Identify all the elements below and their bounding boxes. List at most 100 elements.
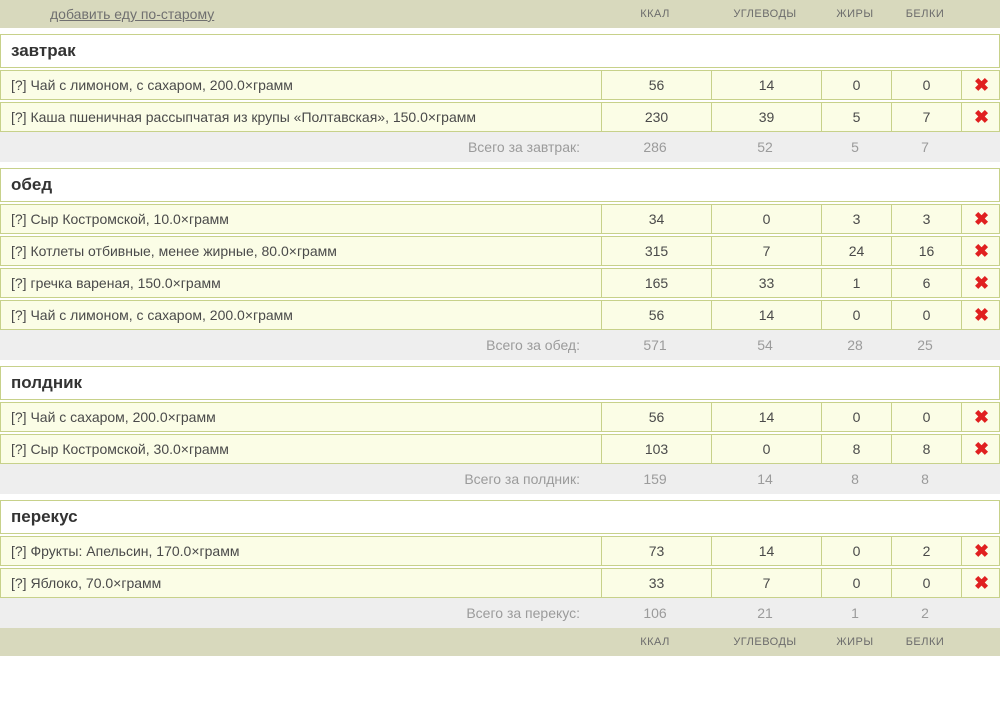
food-fat-cell: 0 [821, 569, 891, 597]
help-link[interactable]: [?] [11, 441, 27, 457]
help-link[interactable]: [?] [11, 109, 27, 125]
delete-cell: ✖ [961, 103, 1000, 131]
food-name-text[interactable]: гречка вареная, 150.0×грамм [27, 275, 221, 291]
meal-total-kcal: 159 [600, 471, 710, 487]
meal-total-row: Всего за перекус:1062112 [0, 598, 1000, 628]
food-name-cell: [?] гречка вареная, 150.0×грамм [1, 269, 601, 297]
meal-total-kcal: 106 [600, 605, 710, 621]
food-row: [?] Чай с лимоном, с сахаром, 200.0×грам… [0, 70, 1000, 100]
delete-icon[interactable]: ✖ [974, 575, 990, 591]
food-fat-cell: 24 [821, 237, 891, 265]
food-kcal-cell: 56 [601, 301, 711, 329]
food-name-text[interactable]: Чай с лимоном, с сахаром, 200.0×грамм [27, 307, 293, 323]
delete-icon[interactable]: ✖ [974, 409, 990, 425]
food-kcal-cell: 33 [601, 569, 711, 597]
help-link[interactable]: [?] [11, 575, 27, 591]
delete-icon[interactable]: ✖ [974, 77, 990, 93]
meal-section-title: обед [0, 168, 1000, 202]
delete-icon[interactable]: ✖ [974, 275, 990, 291]
food-kcal-cell: 56 [601, 71, 711, 99]
food-row: [?] гречка вареная, 150.0×грамм1653316✖ [0, 268, 1000, 298]
meal-section-title: полдник [0, 366, 1000, 400]
food-name-cell: [?] Чай с лимоном, с сахаром, 200.0×грам… [1, 301, 601, 329]
food-fat-cell: 1 [821, 269, 891, 297]
food-name-cell: [?] Каша пшеничная рассыпчатая из крупы … [1, 103, 601, 131]
food-name-text[interactable]: Яблоко, 70.0×грамм [27, 575, 162, 591]
food-prot-cell: 8 [891, 435, 961, 463]
meal-total-kcal: 286 [600, 139, 710, 155]
meal-total-fat: 1 [820, 605, 890, 621]
food-kcal-cell: 56 [601, 403, 711, 431]
food-kcal-cell: 165 [601, 269, 711, 297]
food-carb-cell: 33 [711, 269, 821, 297]
delete-cell: ✖ [961, 569, 1000, 597]
footer-bar: ККАЛ УГЛЕВОДЫ ЖИРЫ БЕЛКИ [0, 628, 1000, 656]
meal-total-label: Всего за обед: [0, 337, 600, 353]
food-name-text[interactable]: Фрукты: Апельсин, 170.0×грамм [27, 543, 240, 559]
delete-icon[interactable]: ✖ [974, 307, 990, 323]
meal-total-row: Всего за завтрак:2865257 [0, 132, 1000, 162]
help-link[interactable]: [?] [11, 77, 27, 93]
food-fat-cell: 0 [821, 403, 891, 431]
food-fat-cell: 0 [821, 537, 891, 565]
food-name-cell: [?] Сыр Костромской, 10.0×грамм [1, 205, 601, 233]
food-carb-cell: 0 [711, 435, 821, 463]
food-diary: добавить еду по-старому ККАЛ УГЛЕВОДЫ ЖИ… [0, 0, 1000, 656]
food-name-cell: [?] Чай с сахаром, 200.0×грамм [1, 403, 601, 431]
food-carb-cell: 14 [711, 301, 821, 329]
help-link[interactable]: [?] [11, 243, 27, 259]
meal-section-title: завтрак [0, 34, 1000, 68]
food-prot-cell: 0 [891, 403, 961, 431]
meal-total-carb: 14 [710, 471, 820, 487]
food-carb-cell: 14 [711, 403, 821, 431]
help-link[interactable]: [?] [11, 409, 27, 425]
food-carb-cell: 14 [711, 537, 821, 565]
food-kcal-cell: 34 [601, 205, 711, 233]
delete-icon[interactable]: ✖ [974, 441, 990, 457]
sections-container: завтрак [?] Чай с лимоном, с сахаром, 200… [0, 34, 1000, 628]
col-footer-prot: БЕЛКИ [890, 636, 960, 648]
delete-icon[interactable]: ✖ [974, 543, 990, 559]
food-fat-cell: 0 [821, 301, 891, 329]
food-kcal-cell: 73 [601, 537, 711, 565]
help-link[interactable]: [?] [11, 543, 27, 559]
meal-total-row: Всего за обед:571542825 [0, 330, 1000, 360]
meal-total-row: Всего за полдник:1591488 [0, 464, 1000, 494]
help-link[interactable]: [?] [11, 211, 27, 227]
meal-total-carb: 54 [710, 337, 820, 353]
food-name-text[interactable]: Чай с сахаром, 200.0×грамм [27, 409, 216, 425]
help-link[interactable]: [?] [11, 307, 27, 323]
food-kcal-cell: 315 [601, 237, 711, 265]
food-name-text[interactable]: Сыр Костромской, 10.0×грамм [27, 211, 229, 227]
col-header-carb: УГЛЕВОДЫ [710, 8, 820, 20]
food-name-text[interactable]: Сыр Костромской, 30.0×грамм [27, 441, 229, 457]
food-fat-cell: 0 [821, 71, 891, 99]
delete-icon[interactable]: ✖ [974, 109, 990, 125]
food-name-text[interactable]: Чай с лимоном, с сахаром, 200.0×грамм [27, 77, 293, 93]
food-name-cell: [?] Яблоко, 70.0×грамм [1, 569, 601, 597]
food-prot-cell: 16 [891, 237, 961, 265]
food-name-cell: [?] Сыр Костромской, 30.0×грамм [1, 435, 601, 463]
col-header-fat: ЖИРЫ [820, 8, 890, 20]
meal-total-fat: 5 [820, 139, 890, 155]
add-food-old-link[interactable]: добавить еду по-старому [0, 6, 600, 22]
meal-total-carb: 21 [710, 605, 820, 621]
food-row: [?] Фрукты: Апельсин, 170.0×грамм731402✖ [0, 536, 1000, 566]
meal-section-title: перекус [0, 500, 1000, 534]
food-name-cell: [?] Чай с лимоном, с сахаром, 200.0×грам… [1, 71, 601, 99]
food-name-text[interactable]: Каша пшеничная рассыпчатая из крупы «Пол… [27, 109, 476, 125]
food-name-text[interactable]: Котлеты отбивные, менее жирные, 80.0×гра… [27, 243, 337, 259]
food-carb-cell: 39 [711, 103, 821, 131]
meal-total-label: Всего за перекус: [0, 605, 600, 621]
delete-icon[interactable]: ✖ [974, 243, 990, 259]
food-prot-cell: 0 [891, 569, 961, 597]
food-fat-cell: 3 [821, 205, 891, 233]
delete-cell: ✖ [961, 237, 1000, 265]
meal-total-label: Всего за завтрак: [0, 139, 600, 155]
meal-total-kcal: 571 [600, 337, 710, 353]
help-link[interactable]: [?] [11, 275, 27, 291]
food-prot-cell: 0 [891, 301, 961, 329]
food-name-cell: [?] Фрукты: Апельсин, 170.0×грамм [1, 537, 601, 565]
delete-cell: ✖ [961, 301, 1000, 329]
delete-icon[interactable]: ✖ [974, 211, 990, 227]
